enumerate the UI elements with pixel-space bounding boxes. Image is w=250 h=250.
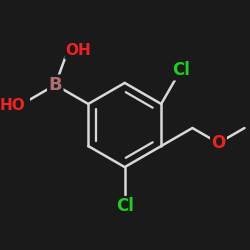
Text: Cl: Cl — [172, 61, 190, 79]
Text: Cl: Cl — [116, 197, 134, 215]
Text: O: O — [211, 134, 226, 152]
Text: B: B — [48, 76, 62, 94]
Text: OH: OH — [66, 43, 91, 58]
Text: HO: HO — [0, 98, 25, 114]
